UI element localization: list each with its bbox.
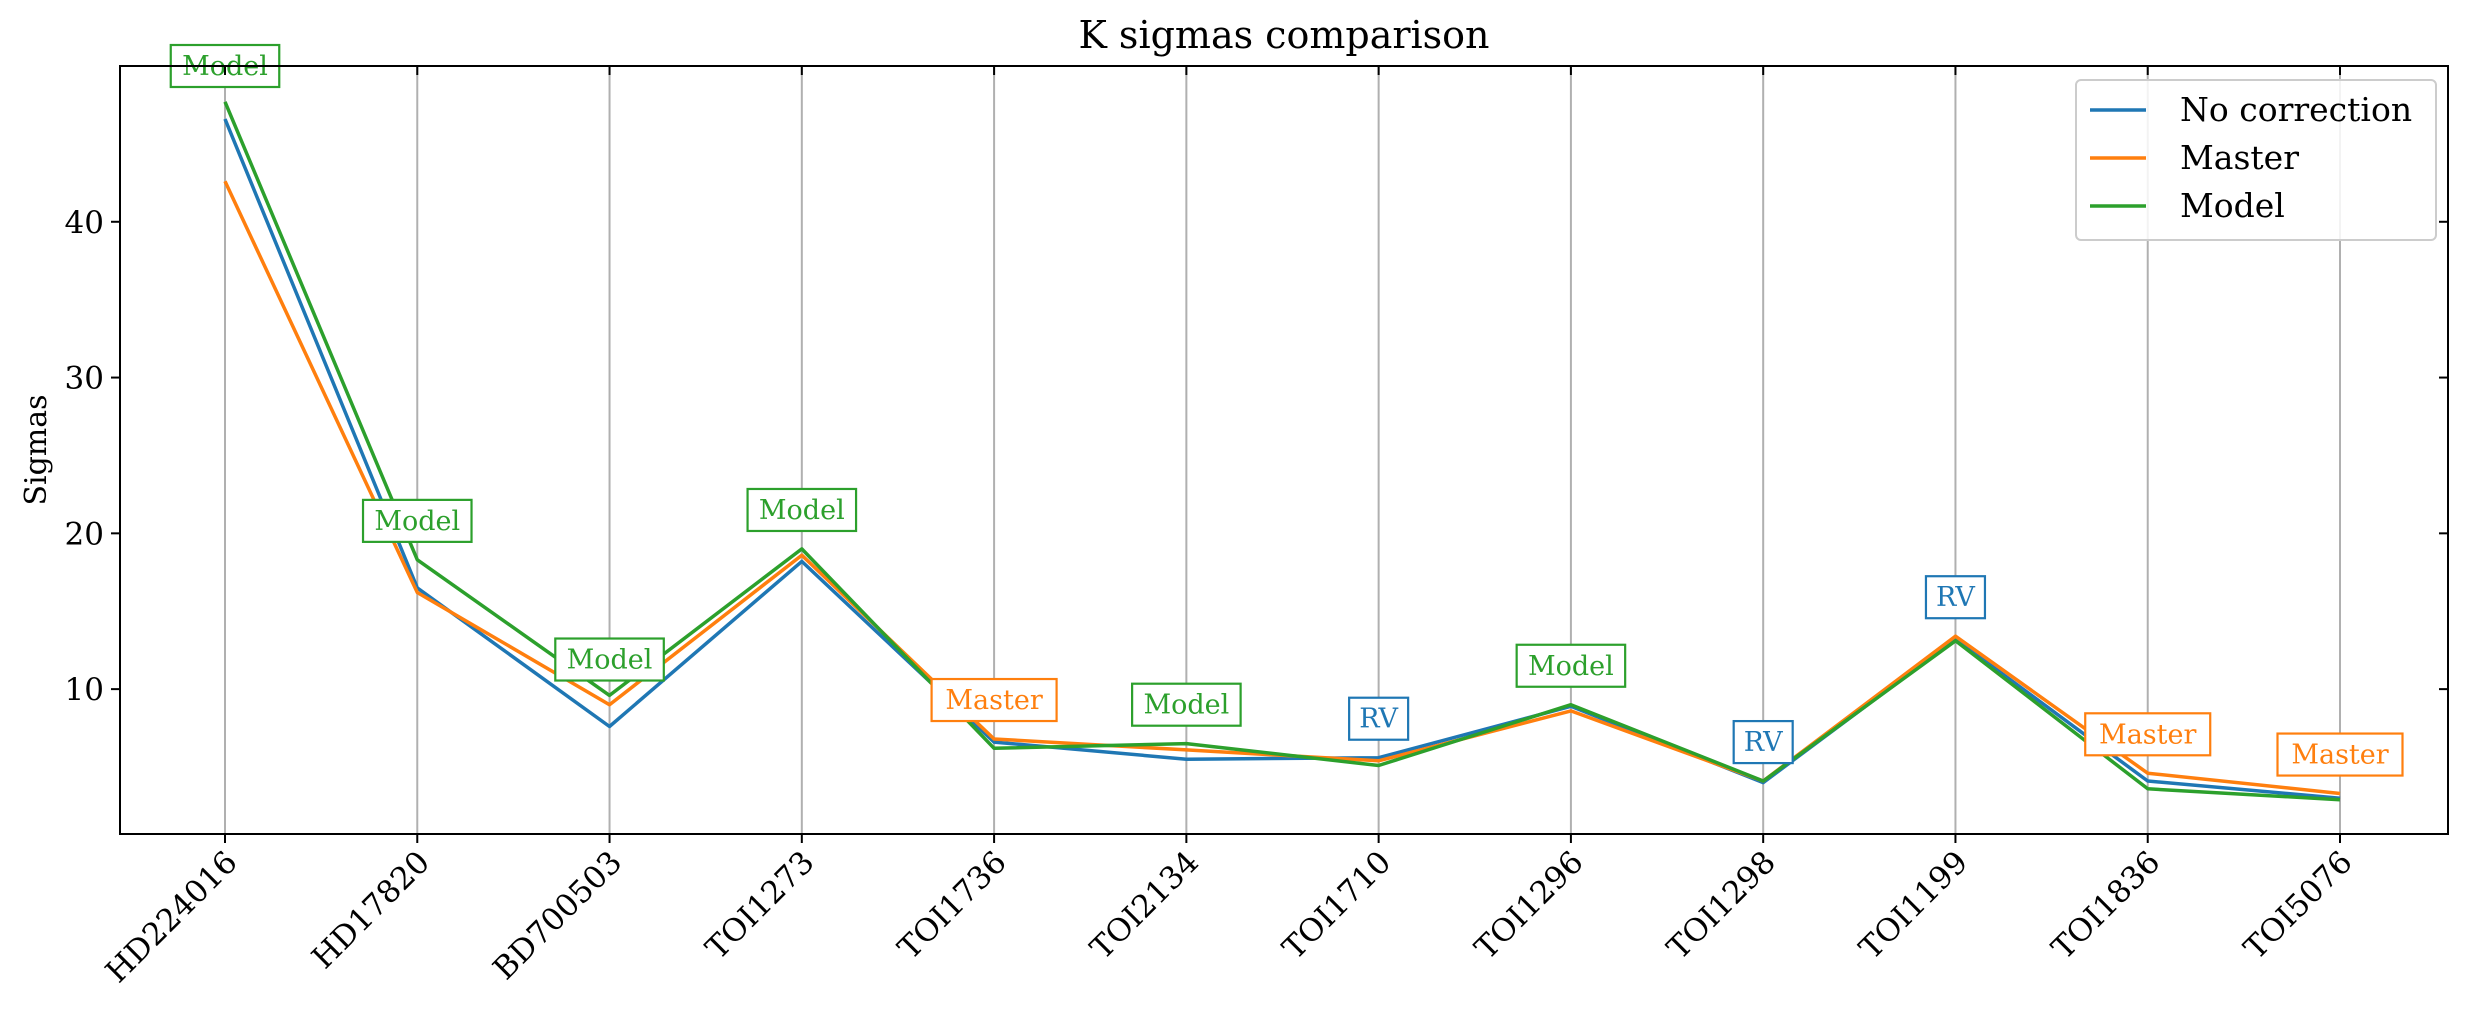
annotation-box: Model <box>746 487 858 533</box>
annotation-frame <box>361 498 473 543</box>
legend-frame <box>2075 79 2437 241</box>
x-tick-label: TOI2134 <box>1084 844 1206 966</box>
y-axis-label: Sigmas <box>19 394 54 505</box>
x-tick-label: TOI1836 <box>2045 844 2167 966</box>
annotation-label: Master <box>2099 719 2196 750</box>
annotation-frame <box>1732 719 1794 765</box>
annotation-box: RV <box>1924 575 1987 620</box>
x-tick-label: TOI1710 <box>1276 844 1398 966</box>
x-tick-label: TOI5076 <box>2237 844 2359 966</box>
annotation-frame <box>1515 643 1627 688</box>
annotation-frame <box>1131 682 1242 727</box>
annotation-box: RV <box>1348 696 1410 741</box>
annotation-frame <box>1348 696 1410 741</box>
y-axis-ticks: 10 20 30 40 <box>65 205 2448 708</box>
y-tick-label: 40 <box>65 205 104 241</box>
y-tick-label: 30 <box>65 361 104 397</box>
series-line-no-correction <box>223 118 2341 800</box>
annotation-frame <box>2276 732 2404 777</box>
annotation-label: Model <box>1143 690 1229 721</box>
plot-frame <box>119 65 2449 835</box>
x-tick-label: HD224016 <box>99 844 245 990</box>
annotation-box: Model <box>361 498 473 543</box>
y-tick-label: 10 <box>65 672 104 708</box>
legend-entry: Model <box>2180 186 2285 225</box>
annotation-frame <box>930 677 1058 723</box>
annotation-label: RV <box>1744 727 1783 758</box>
grid-lines <box>224 66 2341 834</box>
annotation-frame <box>1924 575 1987 620</box>
x-tick-label: TOI1273 <box>699 844 821 966</box>
annotation-label: Model <box>567 645 653 676</box>
annotation-box: Model <box>1515 643 1627 688</box>
x-tick-label: TOI1298 <box>1660 844 1782 966</box>
annotation-labels: Model Model Model Model Master Model RV Model RV… <box>169 43 2404 777</box>
annotation-label: Model <box>1528 651 1614 682</box>
annotation-label: Model <box>374 506 460 537</box>
x-tick-label: TOI1736 <box>891 844 1013 966</box>
annotation-label: Master <box>945 685 1042 716</box>
series-line-model <box>223 101 2341 802</box>
annotation-box: RV <box>1732 719 1794 765</box>
x-tick-label: TOI1199 <box>1853 844 1975 966</box>
annotation-frame <box>746 487 858 533</box>
x-tick-label: HD17820 <box>305 844 437 976</box>
y-tick-label: 20 <box>65 516 104 552</box>
series-line-master <box>223 180 2341 796</box>
legend: No correction Master Model <box>2075 79 2437 241</box>
x-tick-label: TOI1296 <box>1468 844 1590 966</box>
legend-entry: Master <box>2180 138 2299 177</box>
annotation-frame <box>554 637 665 682</box>
annotation-frame <box>2084 712 2212 757</box>
chart-title: K sigmas comparison <box>1078 13 1489 57</box>
annotation-label: RV <box>1359 704 1398 735</box>
annotation-box: Model <box>554 637 665 682</box>
annotation-box: Master <box>2084 712 2212 757</box>
annotation-label: RV <box>1936 582 1975 613</box>
annotation-label: Master <box>2291 740 2388 771</box>
series-lines <box>223 101 2341 802</box>
x-tick-label: BD700503 <box>486 844 629 987</box>
annotation-label: Model <box>759 495 845 526</box>
annotation-box: Master <box>930 677 1058 723</box>
annotation-box: Master <box>2276 732 2404 777</box>
annotation-box: Model <box>1131 682 1242 727</box>
legend-entry: No correction <box>2180 90 2412 129</box>
